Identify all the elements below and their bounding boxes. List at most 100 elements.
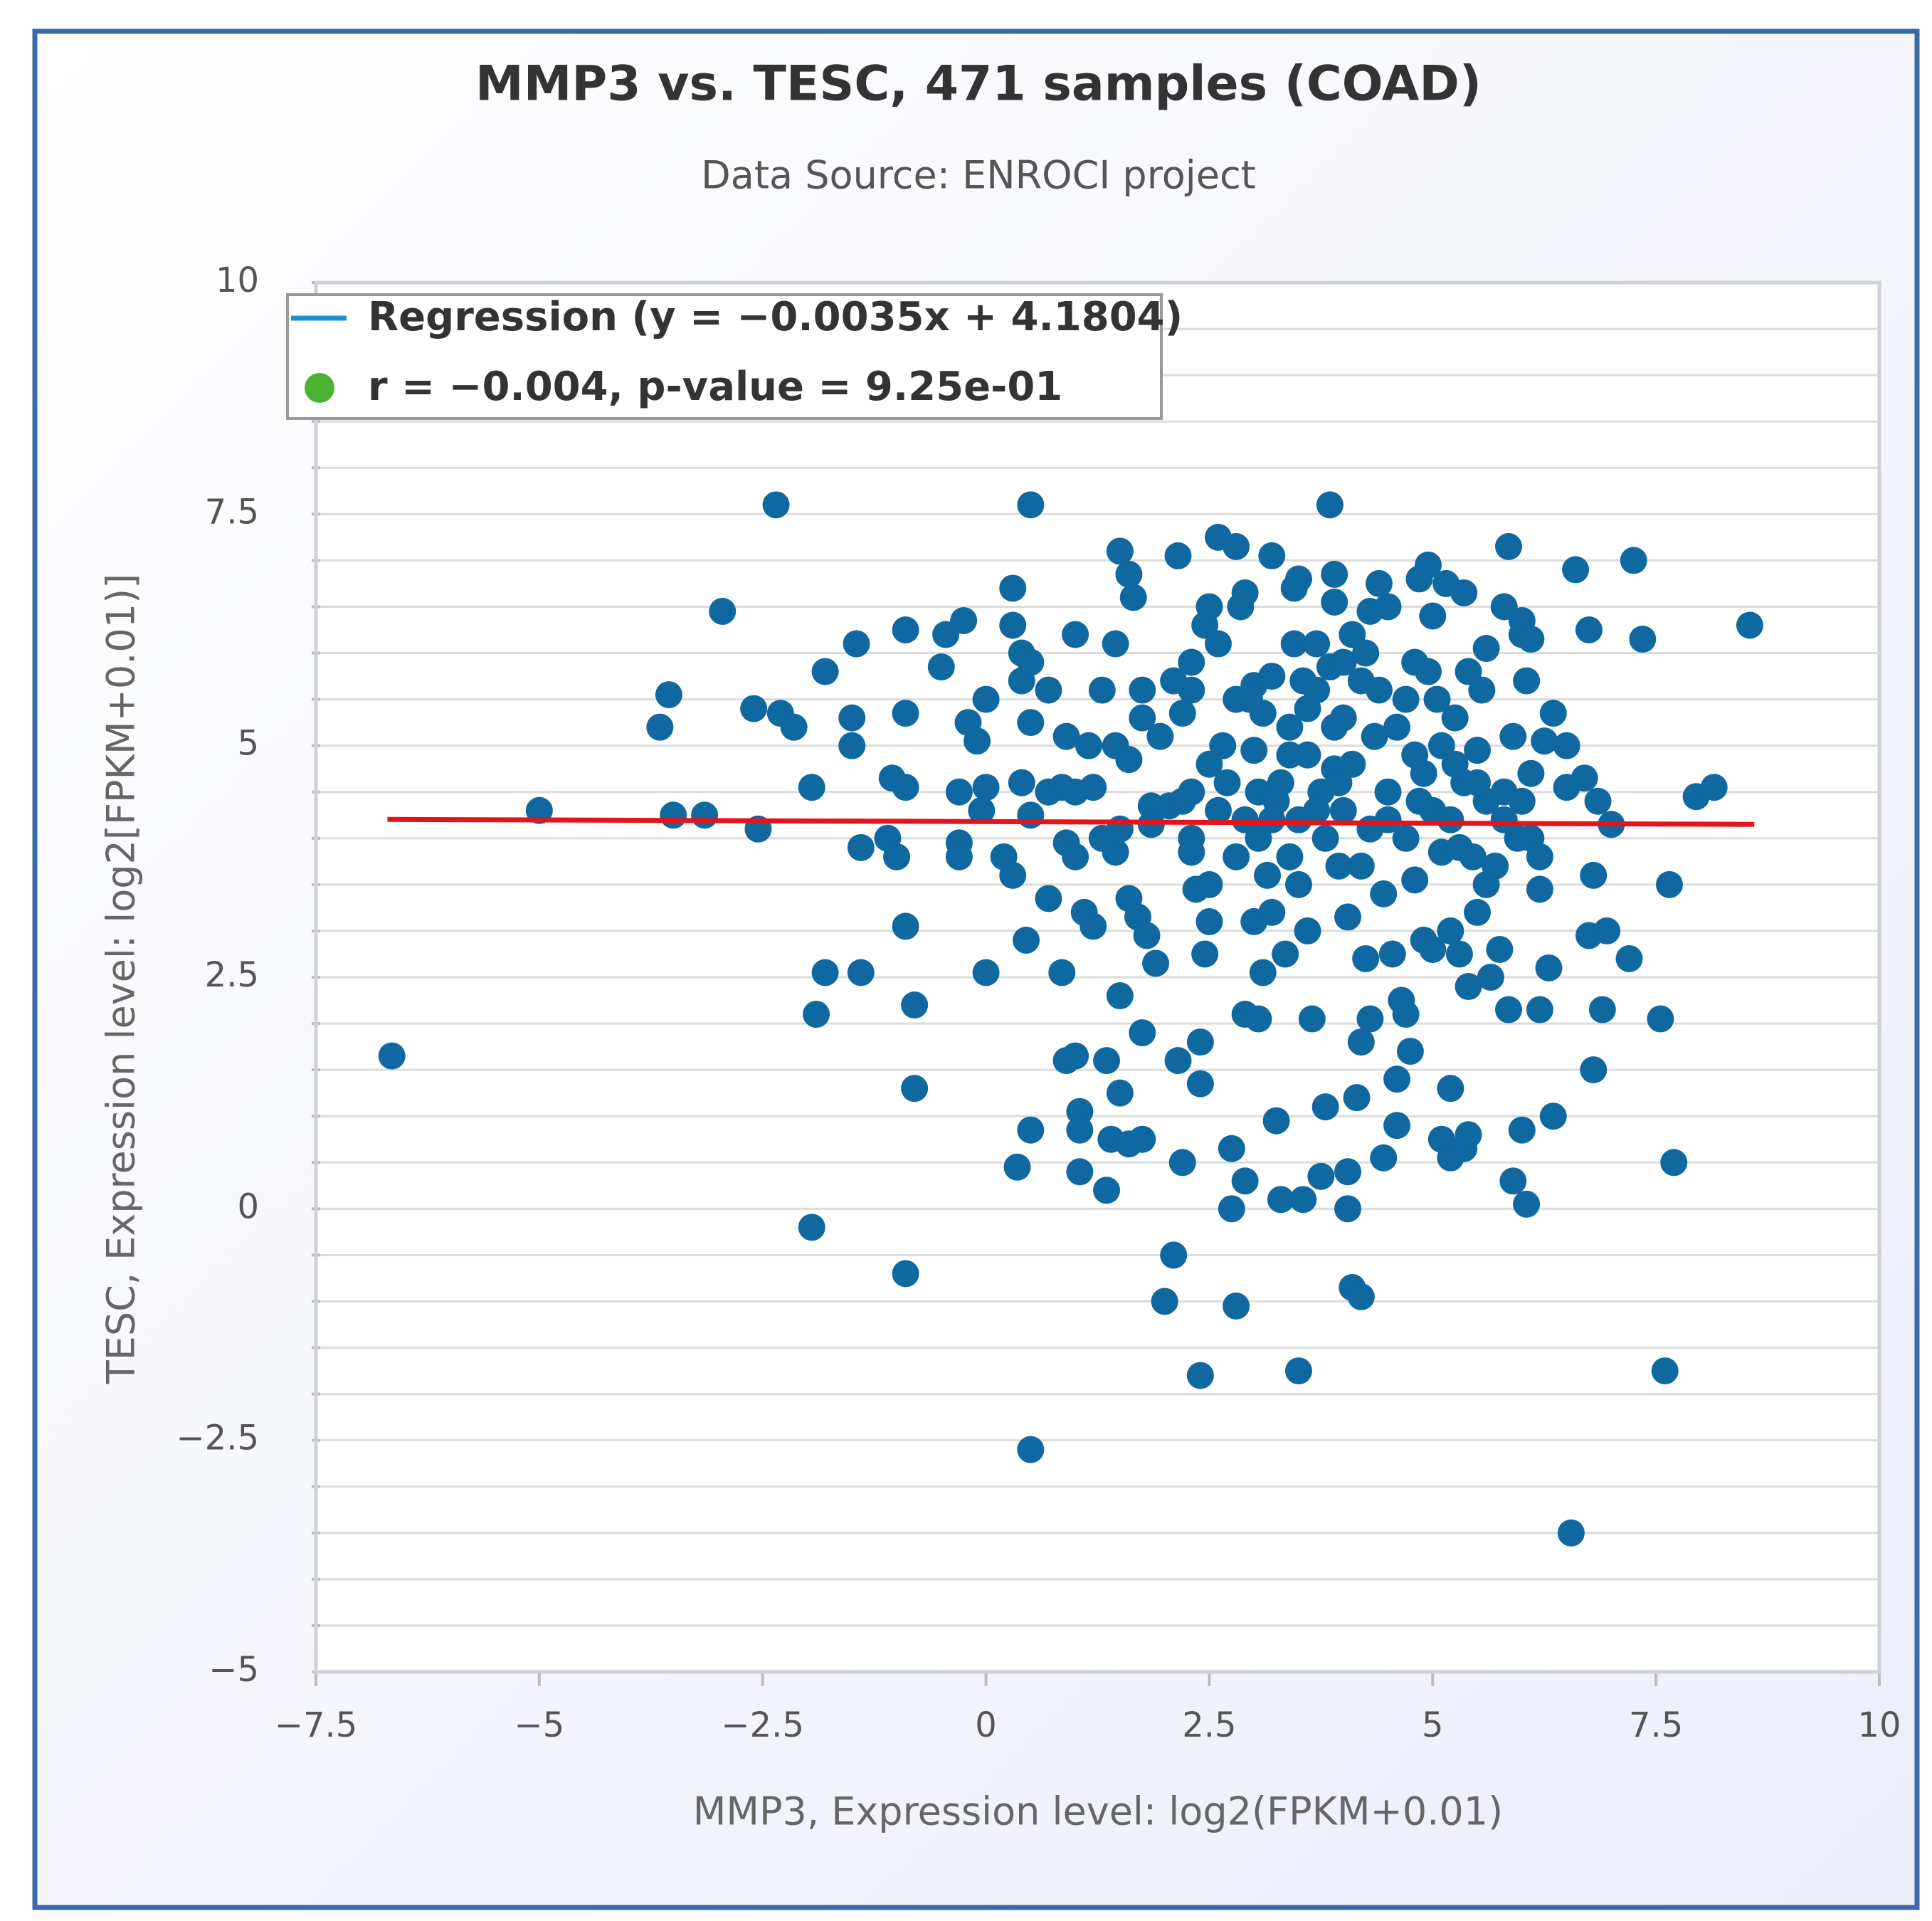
chart-subtitle: Data Source: ENROCI project [701, 153, 1256, 198]
scatter-point [1401, 741, 1429, 769]
scatter-point [1334, 1195, 1362, 1223]
scatter-point [1405, 787, 1433, 815]
scatter-point [1284, 870, 1312, 898]
scatter-point [1142, 949, 1170, 977]
scatter-point [838, 704, 866, 732]
scatter-point [1294, 741, 1321, 769]
scatter-point [1508, 787, 1536, 815]
scatter-point [1052, 722, 1080, 750]
scatter-point [1115, 746, 1143, 774]
scatter-point [1531, 727, 1558, 755]
scatter-point [1223, 1292, 1250, 1320]
scatter-point [1615, 944, 1643, 972]
scatter-point [1186, 1362, 1214, 1389]
x-tick-label: −2.5 [721, 1705, 804, 1745]
scatter-point [1325, 769, 1353, 796]
scatter-point [1129, 1019, 1156, 1047]
scatter-point [1588, 996, 1616, 1023]
scatter-point [1513, 1190, 1541, 1218]
scatter-point [1311, 1093, 1339, 1121]
scatter-point [1370, 880, 1398, 907]
scatter-point [1539, 1102, 1567, 1130]
scatter-point [843, 630, 870, 658]
scatter-point [1258, 542, 1286, 569]
scatter-point [1151, 1288, 1178, 1315]
scatter-point [1062, 843, 1089, 870]
scatter-point [1218, 1135, 1245, 1162]
scatter-point [1284, 565, 1312, 593]
scatter-point [1571, 764, 1598, 792]
scatter-point [1311, 824, 1339, 852]
scatter-point [1294, 917, 1321, 944]
scatter-point [1445, 833, 1473, 861]
scatter-point [1218, 1195, 1245, 1223]
scatter-point [1249, 959, 1277, 986]
scatter-point [892, 1260, 919, 1288]
scatter-point [1321, 713, 1348, 741]
scatter-point [1392, 824, 1420, 852]
scatter-point [1209, 732, 1237, 759]
scatter-point [1017, 801, 1045, 829]
scatter-point [1490, 806, 1518, 833]
scatter-point [1303, 796, 1331, 824]
scatter-point [1396, 1038, 1424, 1065]
scatter-point [1383, 1065, 1411, 1093]
scatter-point [1526, 843, 1553, 870]
scatter-point [1093, 1047, 1121, 1075]
scatter-point [1231, 579, 1259, 606]
scatter-point [972, 959, 1000, 986]
scatter-point [655, 681, 682, 709]
scatter-point [1655, 870, 1683, 898]
scatter-point [1066, 1116, 1094, 1144]
scatter-point [1334, 1158, 1362, 1186]
scatter-point [1415, 658, 1442, 685]
x-tick-label: 10 [1857, 1705, 1901, 1745]
scatter-point [1464, 898, 1492, 926]
scatter-point [1660, 1149, 1688, 1177]
scatter-point [1464, 769, 1492, 796]
scatter-point [1235, 685, 1263, 713]
scatter-point [1437, 917, 1464, 944]
scatter-point [1651, 1357, 1679, 1385]
scatter-point [1401, 866, 1429, 894]
scatter-point [1186, 1028, 1214, 1056]
scatter-point [1347, 852, 1375, 880]
scatter-point [1374, 778, 1402, 806]
legend-dot-symbol [305, 373, 334, 403]
scatter-point [1455, 1121, 1482, 1149]
scatter-point [945, 843, 973, 870]
legend-label: r = −0.004, p-value = 9.25e-01 [368, 364, 1062, 410]
scatter-point [847, 959, 875, 986]
scatter-point [1526, 996, 1553, 1023]
scatter-point [1013, 926, 1040, 954]
scatter-point [1258, 663, 1286, 690]
scatter-point [950, 606, 978, 634]
scatter-point [811, 959, 839, 986]
x-tick-label: −7.5 [275, 1705, 358, 1745]
scatter-point [1075, 732, 1102, 759]
scatter-point [1240, 737, 1268, 764]
scatter-point [968, 796, 996, 824]
scatter-point [1035, 676, 1062, 704]
scatter-point [1562, 556, 1590, 584]
scatter-point [1106, 537, 1134, 565]
scatter-point [1115, 560, 1143, 588]
scatter-point [1204, 630, 1232, 658]
scatter-point [1258, 898, 1286, 926]
scatter-point [892, 616, 919, 643]
scatter-point [927, 653, 955, 681]
scatter-point [1284, 1357, 1312, 1385]
scatter-point [1129, 676, 1156, 704]
scatter-point [1254, 861, 1282, 889]
y-tick-label: 2.5 [205, 955, 259, 995]
scatter-point [1048, 959, 1076, 986]
scatter-point [1289, 1186, 1317, 1214]
scatter-point [972, 774, 1000, 801]
scatter-point [1445, 940, 1473, 968]
scatter-point [1392, 1001, 1420, 1028]
scatter-point [1352, 639, 1380, 667]
scatter-point [1472, 635, 1500, 663]
scatter-point [1539, 700, 1567, 727]
scatter-point [1223, 843, 1250, 870]
